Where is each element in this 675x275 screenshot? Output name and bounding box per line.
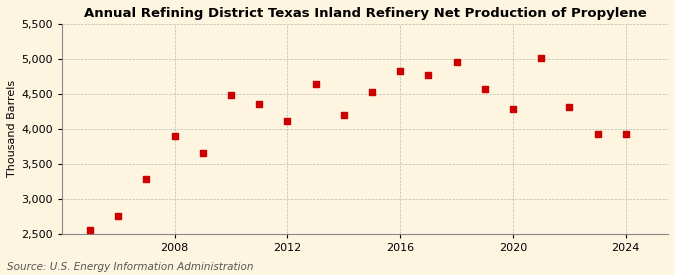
Point [423,73,434,77]
Point [141,177,152,182]
Point [536,56,547,60]
Point [225,93,236,97]
Point [620,132,631,137]
Point [508,107,518,111]
Point [592,132,603,137]
Point [310,82,321,86]
Point [254,102,265,106]
Point [84,227,95,232]
Point [113,213,124,218]
Point [197,150,208,155]
Y-axis label: Thousand Barrels: Thousand Barrels [7,80,17,177]
Point [479,87,490,91]
Text: Source: U.S. Energy Information Administration: Source: U.S. Energy Information Administ… [7,262,253,272]
Point [169,134,180,138]
Point [564,105,574,109]
Title: Annual Refining District Texas Inland Refinery Net Production of Propylene: Annual Refining District Texas Inland Re… [84,7,646,20]
Point [395,69,406,74]
Point [451,60,462,65]
Point [367,90,377,94]
Point [338,113,349,117]
Point [282,119,293,123]
